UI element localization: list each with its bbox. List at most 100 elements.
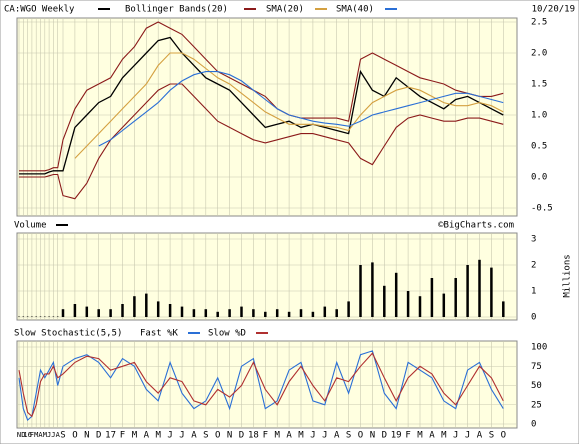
legend-label: Slow %D (208, 329, 246, 339)
volume-bar (39, 316, 42, 317)
y-tick-label: 1.0 (531, 111, 547, 121)
volume-bar (192, 309, 196, 317)
x-tick-label: F (120, 431, 125, 441)
volume-bar (204, 309, 208, 317)
x-tick-label: M (155, 431, 161, 441)
x-tick-label: M (132, 431, 138, 441)
volume-bar (56, 316, 59, 317)
y-tick-label: 3 (531, 235, 536, 245)
x-tick-label: 16 (23, 431, 31, 439)
y-tick-label: 1.5 (531, 80, 547, 90)
x-tick-label: N (17, 431, 21, 439)
x-tick-label: O (501, 431, 506, 441)
indicator-line (98, 71, 504, 147)
x-tick-label: N (370, 431, 375, 441)
x-tick-label: A (56, 431, 61, 439)
volume-bar (52, 316, 55, 317)
volume-bar (418, 296, 422, 317)
x-tick-label: N (227, 431, 232, 441)
volume-bar (252, 309, 255, 317)
volume-bar (85, 306, 89, 317)
x-tick-label: A (334, 431, 340, 441)
volume-bar (299, 309, 303, 317)
y-axis-label: Millions (563, 254, 573, 297)
x-tick-label: A (38, 431, 43, 439)
volume-bar (490, 267, 493, 317)
y-tick-label: 25 (531, 400, 542, 410)
x-tick-label: S (489, 431, 494, 441)
x-tick-label: J (179, 431, 184, 441)
volume-bar (216, 311, 219, 317)
volume-bar (109, 309, 112, 317)
x-tick-label: A (429, 431, 435, 441)
y-tick-label: 50 (531, 381, 542, 391)
x-tick-label: A (191, 431, 197, 441)
x-tick-label: J (310, 431, 315, 441)
x-tick-label: M (441, 431, 447, 441)
volume-bar (311, 311, 315, 317)
x-tick-label: M (417, 431, 423, 441)
volume-bar (430, 278, 434, 317)
x-tick-label: M (34, 431, 38, 439)
x-tick-label: F (30, 431, 34, 439)
volume-title: Volume (14, 221, 47, 231)
volume-bar (466, 265, 469, 317)
volume-bar (383, 285, 386, 317)
x-tick-label: 17 (105, 431, 116, 441)
x-tick-label: D (382, 431, 387, 441)
volume-bar (18, 316, 20, 317)
volume-bar (228, 309, 231, 317)
volume-bar (26, 316, 29, 317)
x-tick-label: S (203, 431, 208, 441)
volume-bar (240, 306, 243, 317)
date-label: 10/20/19 (532, 5, 575, 15)
volume-bar (406, 291, 410, 317)
x-tick-label: A (286, 431, 292, 441)
volume-bar (275, 309, 279, 317)
y-tick-label: 0 (531, 313, 536, 323)
indicator-line (74, 52, 504, 159)
legend-label: SMA(40) (336, 5, 374, 15)
volume-bar (478, 259, 481, 317)
panel (16, 17, 518, 217)
volume-bar (44, 316, 46, 317)
x-tick-label: D (239, 431, 244, 441)
volume-bar (61, 309, 65, 317)
indicator-line (19, 83, 504, 200)
volume-bar (35, 316, 37, 317)
x-tick-label: J (453, 431, 458, 441)
y-tick-label: 0 (531, 420, 536, 430)
volume-bar (133, 296, 136, 317)
x-tick-label: D (21, 431, 25, 439)
volume-bar (168, 304, 172, 317)
panel (16, 340, 518, 429)
x-tick-label: M (298, 431, 304, 441)
y-tick-label: 0.5 (531, 142, 547, 152)
x-tick-label: O (215, 431, 220, 441)
volume-bar (121, 304, 124, 317)
volume-bar (156, 301, 160, 317)
x-tick-label: D (96, 431, 101, 441)
volume-bar (73, 304, 77, 317)
volume-bar (442, 293, 446, 317)
x-tick-label: F (263, 431, 268, 441)
y-tick-label: 100 (531, 343, 547, 353)
y-tick-label: -0.5 (531, 204, 553, 214)
y-tick-label: 0.0 (531, 173, 547, 183)
x-tick-label: J (167, 431, 172, 441)
legend-label: Fast %K (140, 329, 179, 339)
x-tick-label: 19 (391, 431, 402, 441)
x-tick-label: J (51, 431, 55, 439)
volume-bar (394, 272, 398, 317)
x-tick-label: S (346, 431, 351, 441)
x-tick-label: F (405, 431, 410, 441)
y-tick-label: 2 (531, 261, 536, 271)
volume-bar (22, 316, 25, 317)
stoch-line (18, 352, 504, 418)
credit: ©BigCharts.com (438, 221, 514, 231)
x-tick-label: A (144, 431, 150, 441)
x-tick-label: O (72, 431, 77, 441)
legend-label: Bollinger Bands(20) (125, 5, 228, 15)
x-tick-label: M (274, 431, 280, 441)
